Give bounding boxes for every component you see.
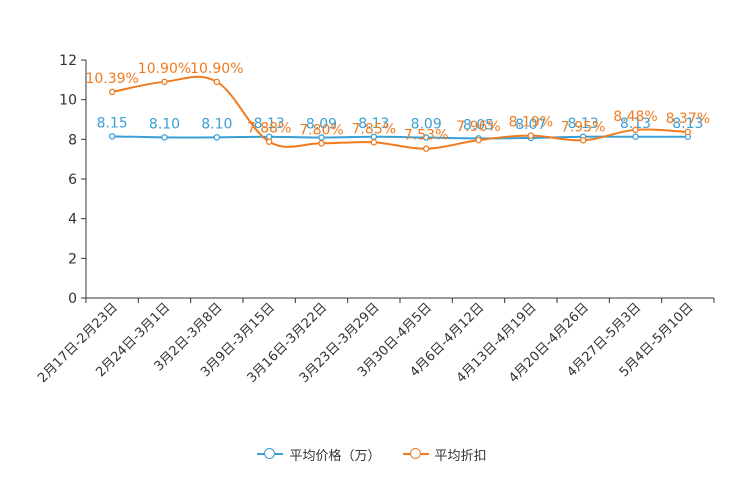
data-label-discount: 7.80% xyxy=(299,122,343,138)
data-point-discount xyxy=(527,132,535,139)
data-label-price: 8.09 xyxy=(411,117,442,133)
data-label-discount: 10.90% xyxy=(138,61,191,77)
data-point-discount xyxy=(422,145,430,152)
data-label-price: 8.09 xyxy=(306,117,337,133)
data-label-discount: 7.88% xyxy=(247,121,291,137)
y-tick-label: 0 xyxy=(68,291,77,307)
data-point-discount xyxy=(632,126,639,134)
data-label-discount: 7.85% xyxy=(352,121,396,137)
data-point-price xyxy=(632,133,639,141)
data-label-price: 8.07 xyxy=(515,117,546,133)
data-label-discount: 10.39% xyxy=(85,71,138,87)
data-point-discount xyxy=(265,138,273,145)
data-point-discount xyxy=(579,137,587,144)
data-label-price: 8.15 xyxy=(97,115,128,131)
data-point-discount xyxy=(318,140,325,147)
legend-discount-label: 平均折扣 xyxy=(434,448,487,464)
y-tick-label: 10 xyxy=(59,93,77,109)
legend-item-price[interactable]: 平均价格（万） xyxy=(257,445,381,464)
data-point-price xyxy=(213,134,221,141)
data-label-discount: 10.90% xyxy=(190,61,243,77)
data-label-price: 8.13 xyxy=(672,116,703,132)
series-line-price xyxy=(112,135,688,140)
data-label-discount: 7.53% xyxy=(404,128,448,144)
data-label-discount: 7.96% xyxy=(456,119,500,135)
data-label-price: 8.13 xyxy=(620,116,651,132)
data-label-price: 8.13 xyxy=(568,116,599,132)
data-point-discount xyxy=(475,136,482,144)
data-label-price: 8.10 xyxy=(201,116,232,132)
data-label-discount: 7.95% xyxy=(561,119,605,135)
legend-price-label: 平均价格（万） xyxy=(289,448,381,464)
data-point-discount xyxy=(161,78,168,86)
data-label-price: 8.05 xyxy=(463,117,494,133)
legend: 平均价格（万） 平均折扣 xyxy=(0,443,744,465)
data-label-price: 8.10 xyxy=(149,116,180,132)
data-point-discount xyxy=(684,128,692,136)
data-point-discount xyxy=(370,139,378,146)
data-label-price: 8.13 xyxy=(358,116,389,132)
data-label-price: 8.13 xyxy=(254,116,285,132)
legend-item-discount[interactable]: 平均折扣 xyxy=(402,445,487,464)
y-tick-label: 12 xyxy=(59,53,77,69)
data-label-discount: 8.48% xyxy=(613,109,657,125)
legend-price-marker-icon xyxy=(257,448,284,460)
data-label-discount: 8.37% xyxy=(666,111,710,127)
data-point-price xyxy=(108,133,116,140)
y-tick-label: 2 xyxy=(68,251,77,267)
legend-discount-marker-icon xyxy=(402,448,429,460)
y-tick-label: 6 xyxy=(68,172,77,188)
data-label-discount: 8.19% xyxy=(509,115,553,131)
y-tick-label: 4 xyxy=(68,212,77,228)
y-tick-label: 8 xyxy=(68,132,77,148)
data-point-discount xyxy=(108,88,116,96)
data-point-price xyxy=(161,134,168,141)
data-point-price xyxy=(422,134,430,141)
line-chart: 0246810122月17日-2月23日2月24日-3月1日3月2日-3月8日3… xyxy=(35,53,715,386)
data-point-discount xyxy=(213,78,221,86)
